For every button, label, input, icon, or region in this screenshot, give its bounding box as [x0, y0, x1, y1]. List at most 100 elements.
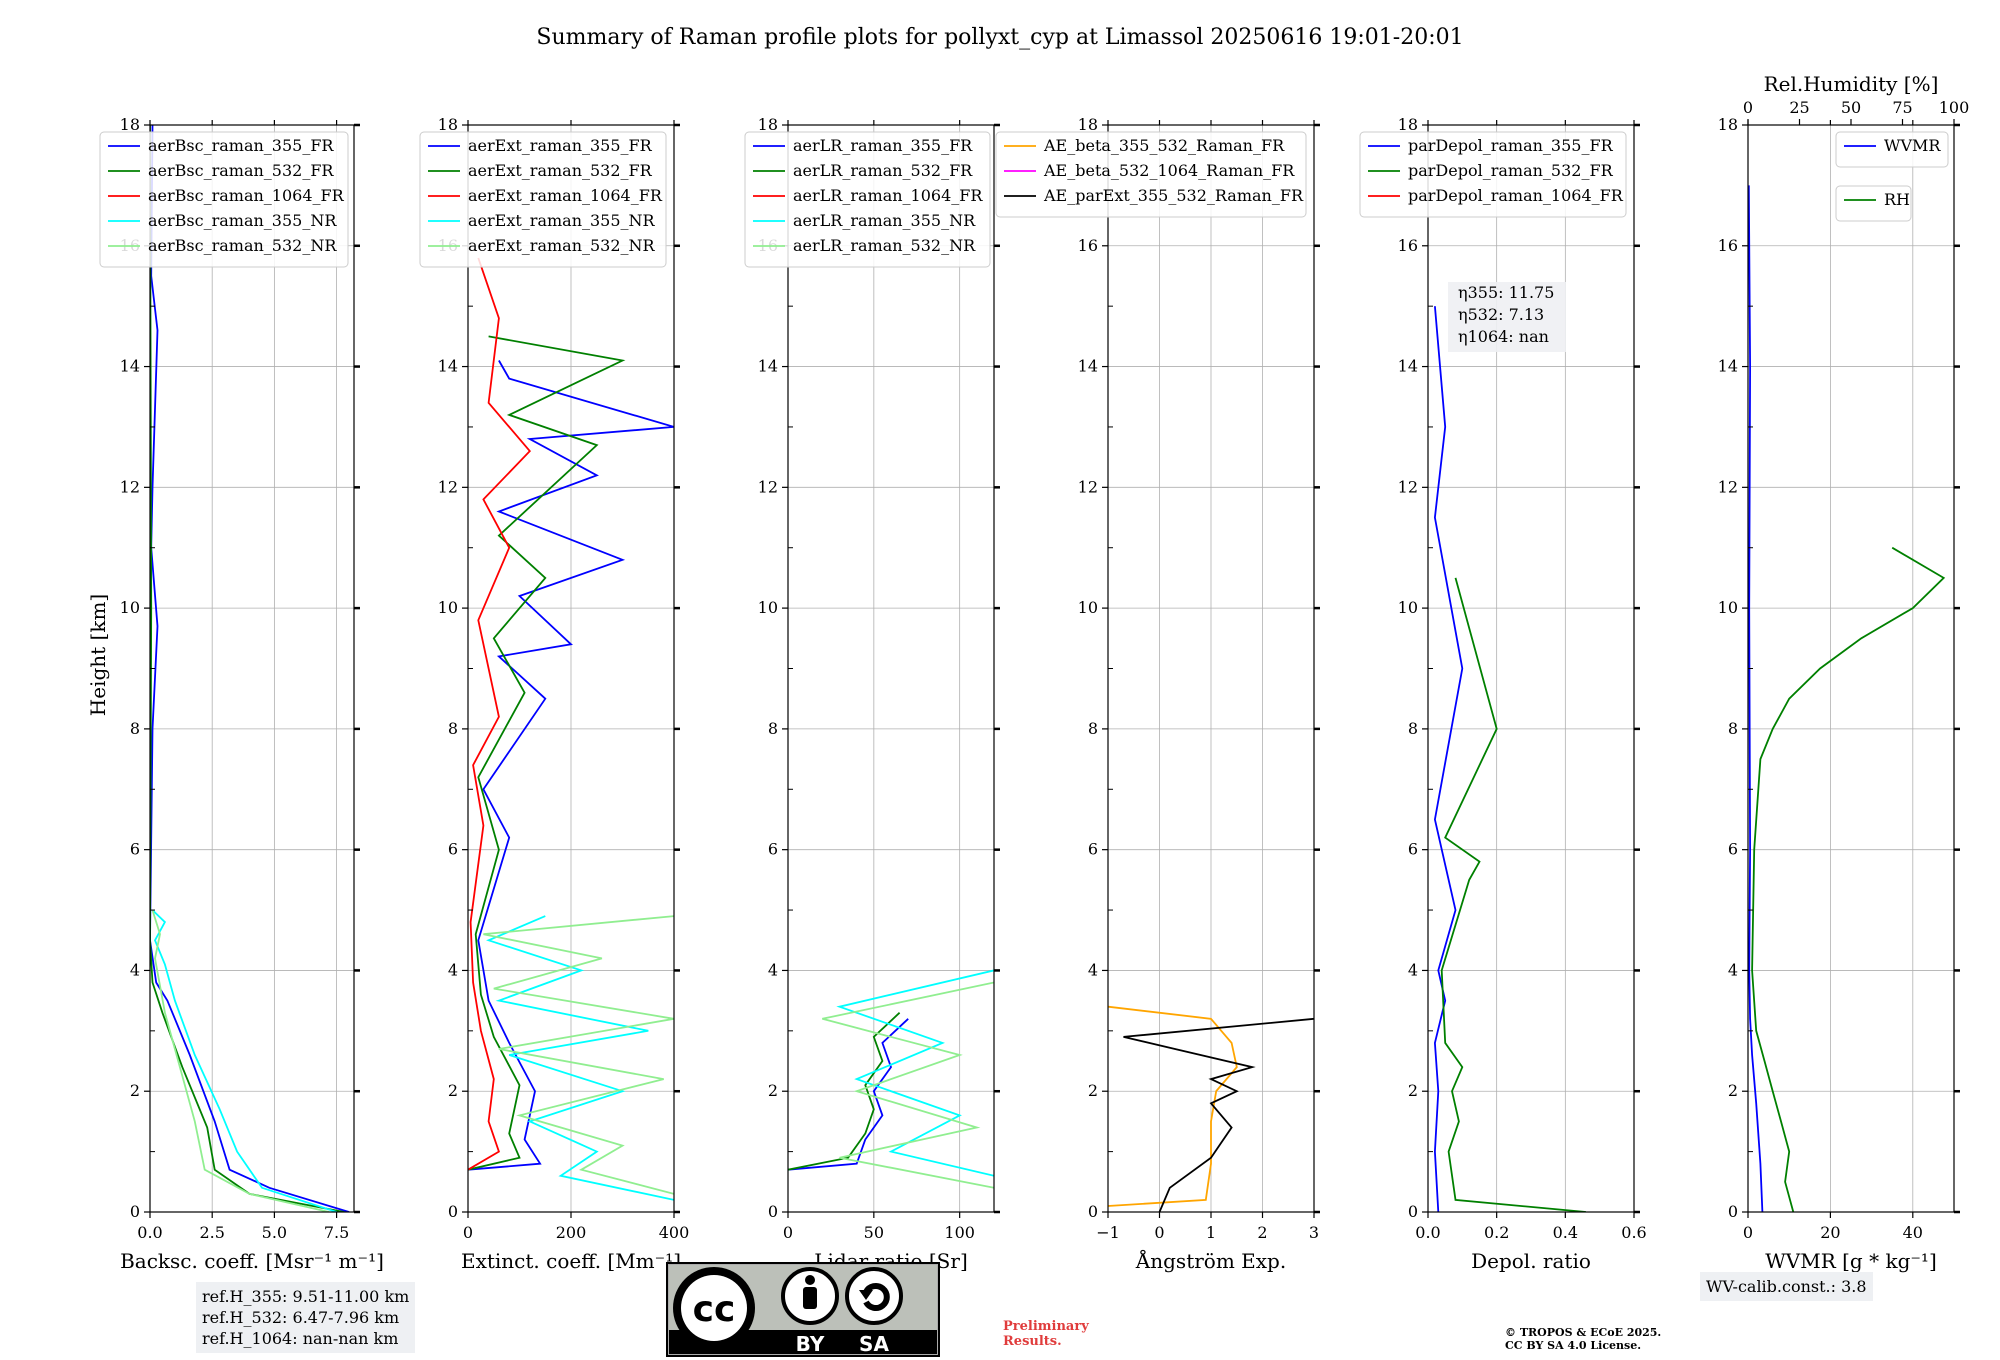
x-tick-label: 40	[1903, 1223, 1923, 1242]
y-tick-label: 14	[1718, 357, 1738, 376]
figure-title: Summary of Raman profile plots for polly…	[536, 25, 1463, 50]
y-tick-label: 10	[438, 598, 458, 617]
plot-frame	[787, 124, 995, 1213]
y-tick-label: 12	[1078, 477, 1098, 496]
panel-extinction: 0246810121416180200400Extinct. coeff. [M…	[419, 115, 690, 1273]
legend-label: aerExt_raman_532_FR	[468, 161, 653, 180]
y-tick-label: 18	[1078, 115, 1098, 134]
x-tick-label: 5.0	[262, 1223, 287, 1242]
y-tick-label: 0	[1728, 1202, 1738, 1221]
y-tick-label: 14	[1398, 357, 1418, 376]
legend-label: aerLR_raman_1064_FR	[793, 186, 983, 205]
x-tick-label: 50	[864, 1223, 884, 1242]
y-tick-label: 12	[1398, 477, 1418, 496]
y-tick-label: 12	[1718, 477, 1738, 496]
copyright-notice: © TROPOS & ECoE 2025. CC BY SA 4.0 Licen…	[1505, 1326, 1661, 1352]
preliminary-line-2: Results.	[1003, 1334, 1062, 1349]
legend-label: parDepol_raman_1064_FR	[1408, 186, 1624, 205]
series-line-aerBsc_raman_355_FR	[150, 125, 350, 1212]
y-tick-label: 18	[1398, 115, 1418, 134]
legend-label: aerExt_raman_355_FR	[468, 136, 653, 155]
series-line-aerBsc_raman_532_FR	[150, 125, 345, 1212]
y-tick-label: 18	[1718, 115, 1738, 134]
y-tick-label: 8	[1408, 719, 1418, 738]
y-tick-label: 0	[448, 1202, 458, 1221]
x-tick-label: 2	[1257, 1223, 1267, 1242]
legend-ext: aerExt_raman_355_FR aerExt_raman_532_FRae…	[419, 131, 667, 268]
y-tick-label: 10	[758, 598, 778, 617]
top-x-axis-label: Rel.Humidity [%]	[1764, 72, 1939, 96]
legend-label: aerExt_raman_1064_FR	[468, 186, 663, 205]
y-tick-label: 14	[120, 357, 140, 376]
x-tick-label: 7.5	[324, 1223, 349, 1242]
legend-label: parDepol_raman_532_FR	[1408, 161, 1614, 180]
series-line-parDepol_raman_532_FR	[1440, 577, 1586, 1212]
series-line-AE_beta_355_532_Raman_FR	[1108, 1005, 1238, 1207]
series-line-aerExt_raman_1064_FR	[468, 257, 532, 1171]
annotation-box	[1448, 282, 1566, 352]
y-tick-label: 6	[1408, 840, 1418, 859]
y-tick-label: 12	[438, 477, 458, 496]
panel-water_vapor: 0 2 4 6 8 10 12 14 16 18 0 20 40 WVMR [g * kg⁻¹] 0 25 50…	[1718, 72, 1970, 1273]
series-line-aerLR_raman_532_FR	[788, 1012, 901, 1171]
y-tick-label: 4	[768, 960, 778, 979]
legend-label: parDepol_raman_355_FR	[1408, 136, 1614, 155]
legend-wv: WVMR	[1835, 131, 1949, 168]
x-tick-label: 20	[1820, 1223, 1840, 1242]
panel-depolarization: 0 2 4 6 8 10 12 14 16 18 0.0 0.2 0.4 0.6 Depol. ratio p…	[1359, 115, 1647, 1273]
top-x-tick-label: 100	[1939, 98, 1970, 117]
cc-by-label: BY	[796, 1332, 825, 1356]
legend-label: aerBsc_raman_355_FR	[148, 136, 334, 155]
eta-annotation: η355: 11.75 η532: 7.13 η1064: nan	[1448, 282, 1566, 352]
y-tick-label: 18	[120, 115, 140, 134]
y-tick-label: 6	[1728, 840, 1738, 859]
top-x-tick-label: 50	[1841, 98, 1861, 117]
legend-label: aerLR_raman_532_FR	[793, 161, 973, 180]
series-line-aerLR_raman_355_FR	[788, 1018, 909, 1171]
series-group	[150, 125, 350, 1212]
y-tick-label: 4	[1728, 960, 1738, 979]
cc-sa-label: SA	[859, 1332, 889, 1356]
x-tick-label: 0	[1743, 1223, 1753, 1242]
x-tick-label: −1	[1096, 1223, 1120, 1242]
y-tick-label: 18	[438, 115, 458, 134]
x-tick-label: 200	[556, 1223, 587, 1242]
x-axis-label: Depol. ratio	[1471, 1249, 1591, 1273]
top-x-tick-label: 0	[1743, 98, 1753, 117]
series-line-aerExt_raman_532_NR	[483, 915, 674, 1195]
legend-box	[1359, 131, 1627, 218]
y-tick-label: 4	[1408, 960, 1418, 979]
x-tick-label: 400	[659, 1223, 690, 1242]
x-tick-label: 0.0	[137, 1223, 162, 1242]
legend-rh: RH	[1835, 185, 1912, 222]
legend-label: aerBsc_raman_532_FR	[148, 161, 334, 180]
y-tick-label: 12	[758, 477, 778, 496]
series-group	[788, 969, 994, 1189]
x-tick-label: 0	[1154, 1223, 1164, 1242]
y-tick-label: 16	[1398, 236, 1418, 255]
ref-height-1064: ref.H_1064: nan-nan km	[202, 1329, 399, 1348]
legend-lr: aerLR_raman_355_FR aerLR_raman_532_FR aerL…	[744, 131, 991, 268]
y-tick-label: 8	[1088, 719, 1098, 738]
legend-label: AE_parExt_355_532_Raman_FR	[1043, 186, 1304, 205]
ref-height-355: ref.H_355: 9.51-11.00 km	[202, 1287, 410, 1306]
x-tick-label: 2.5	[199, 1223, 224, 1242]
series-line-WVMR	[1748, 185, 1764, 1212]
legend-label: aerBsc_raman_355_NR	[148, 211, 337, 230]
series-line-aerExt_raman_355_FR	[468, 360, 674, 1171]
cc-text: cc	[693, 1289, 736, 1330]
y-tick-label: 6	[448, 840, 458, 859]
legend-label: aerExt_raman_355_NR	[468, 211, 656, 230]
legend-box	[1835, 131, 1949, 168]
ref-height-532: ref.H_532: 6.47-7.96 km	[202, 1308, 400, 1327]
series-line-RH	[1751, 546, 1946, 1212]
y-tick-label: 2	[130, 1081, 140, 1100]
series-group	[1433, 306, 1586, 1212]
y-tick-label: 2	[768, 1081, 778, 1100]
y-tick-label: 2	[1408, 1081, 1418, 1100]
y-tick-label: 16	[1078, 236, 1098, 255]
y-tick-label: 12	[120, 477, 140, 496]
preliminary-notice: Preliminary Results.	[1003, 1319, 1089, 1349]
